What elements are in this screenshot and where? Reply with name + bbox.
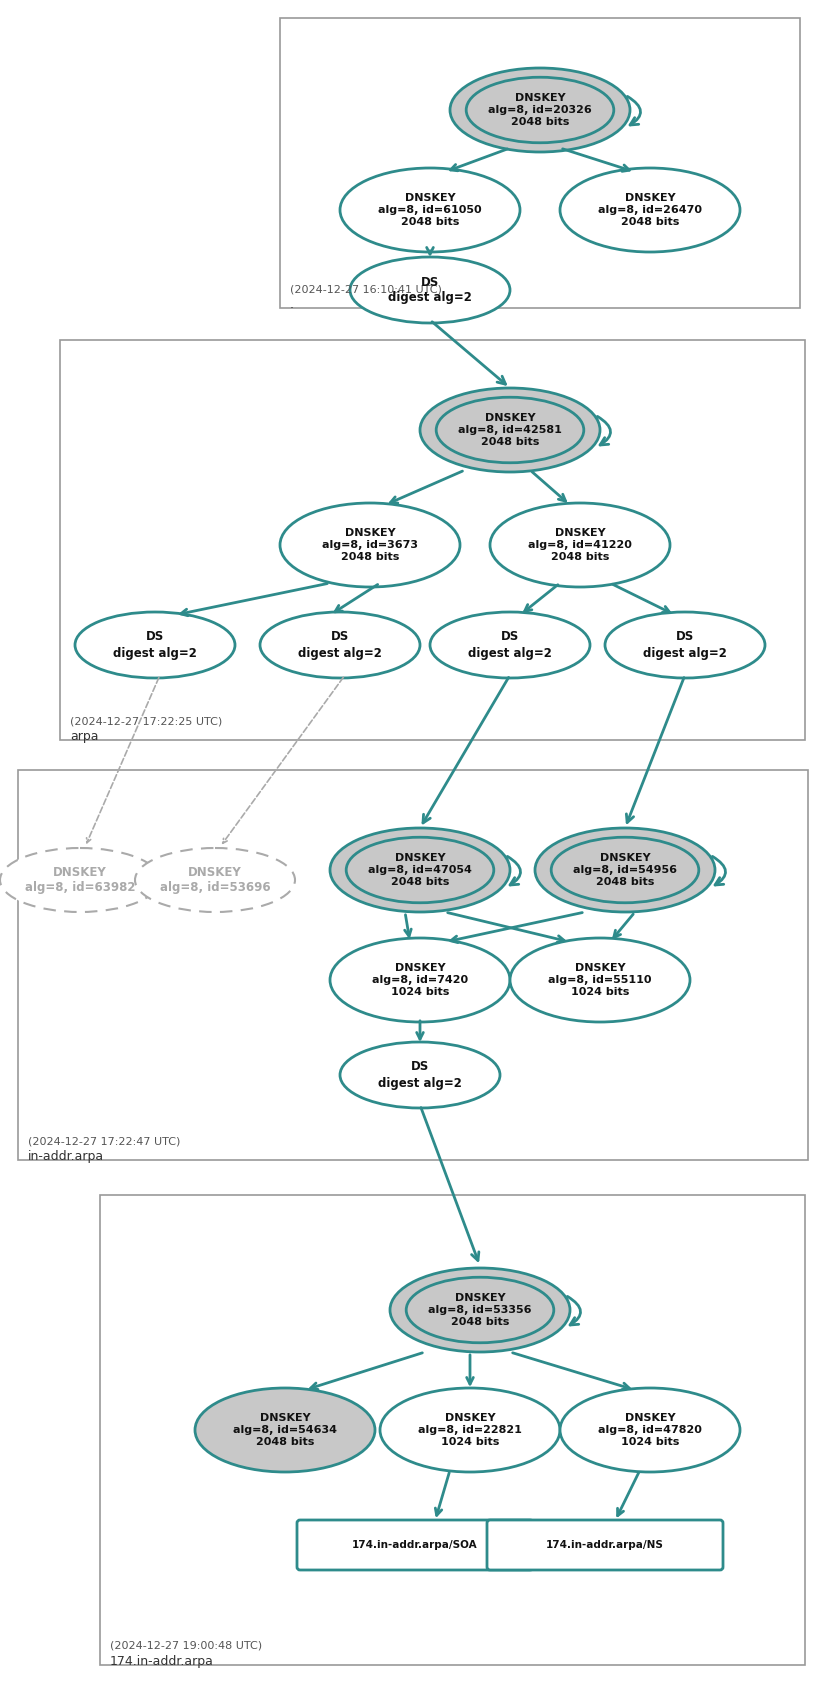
Text: DNSKEY
alg=8, id=54634
2048 bits: DNSKEY alg=8, id=54634 2048 bits — [233, 1413, 337, 1447]
Ellipse shape — [450, 68, 630, 152]
Ellipse shape — [390, 1267, 570, 1352]
Ellipse shape — [330, 827, 510, 912]
Text: DNSKEY
alg=8, id=41220
2048 bits: DNSKEY alg=8, id=41220 2048 bits — [528, 528, 632, 562]
Text: DS
digest alg=2: DS digest alg=2 — [643, 631, 727, 660]
Text: DNSKEY
alg=8, id=47820
1024 bits: DNSKEY alg=8, id=47820 1024 bits — [598, 1413, 702, 1447]
Ellipse shape — [135, 848, 295, 912]
FancyBboxPatch shape — [487, 1519, 723, 1570]
Ellipse shape — [195, 1387, 375, 1472]
Text: DS
digest alg=2: DS digest alg=2 — [113, 631, 197, 660]
Text: DNSKEY
alg=8, id=22821
1024 bits: DNSKEY alg=8, id=22821 1024 bits — [418, 1413, 522, 1447]
Text: in-addr.arpa: in-addr.arpa — [28, 1151, 104, 1162]
Text: 174.in-addr.arpa/NS: 174.in-addr.arpa/NS — [546, 1540, 664, 1550]
Ellipse shape — [490, 503, 670, 587]
Text: DS
digest alg=2: DS digest alg=2 — [468, 631, 552, 660]
Ellipse shape — [350, 257, 510, 323]
Text: 174.in-addr.arpa/SOA: 174.in-addr.arpa/SOA — [352, 1540, 478, 1550]
Text: DNSKEY
alg=8, id=20326
2048 bits: DNSKEY alg=8, id=20326 2048 bits — [488, 93, 592, 127]
Text: DS
digest alg=2: DS digest alg=2 — [378, 1061, 462, 1090]
Ellipse shape — [330, 937, 510, 1022]
Ellipse shape — [535, 827, 715, 912]
Ellipse shape — [380, 1387, 560, 1472]
Ellipse shape — [340, 1042, 500, 1108]
FancyBboxPatch shape — [297, 1519, 533, 1570]
Text: DNSKEY
alg=8, id=47054
2048 bits: DNSKEY alg=8, id=47054 2048 bits — [368, 853, 472, 887]
Text: DNSKEY
alg=8, id=42581
2048 bits: DNSKEY alg=8, id=42581 2048 bits — [458, 413, 562, 447]
Ellipse shape — [260, 613, 420, 678]
Text: DS
digest alg=2: DS digest alg=2 — [298, 631, 382, 660]
Text: (2024-12-27 17:22:47 UTC): (2024-12-27 17:22:47 UTC) — [28, 1135, 180, 1145]
Ellipse shape — [75, 613, 235, 678]
Ellipse shape — [605, 613, 765, 678]
Text: arpa: arpa — [70, 729, 99, 743]
Text: (2024-12-27 19:00:48 UTC): (2024-12-27 19:00:48 UTC) — [110, 1641, 262, 1651]
Ellipse shape — [510, 937, 690, 1022]
Ellipse shape — [560, 168, 740, 252]
Text: DS
digest alg=2: DS digest alg=2 — [388, 276, 472, 305]
Ellipse shape — [0, 848, 160, 912]
Text: 174.in-addr.arpa: 174.in-addr.arpa — [110, 1655, 214, 1668]
Ellipse shape — [420, 387, 600, 472]
Ellipse shape — [560, 1387, 740, 1472]
Text: (2024-12-27 17:22:25 UTC): (2024-12-27 17:22:25 UTC) — [70, 716, 222, 726]
Text: DNSKEY
alg=8, id=53696: DNSKEY alg=8, id=53696 — [160, 866, 270, 895]
Text: DNSKEY
alg=8, id=53356
2048 bits: DNSKEY alg=8, id=53356 2048 bits — [428, 1293, 531, 1328]
Ellipse shape — [280, 503, 460, 587]
Text: DNSKEY
alg=8, id=55110
1024 bits: DNSKEY alg=8, id=55110 1024 bits — [548, 963, 652, 997]
Text: DNSKEY
alg=8, id=26470
2048 bits: DNSKEY alg=8, id=26470 2048 bits — [598, 193, 702, 227]
Ellipse shape — [430, 613, 590, 678]
Text: DNSKEY
alg=8, id=54956
2048 bits: DNSKEY alg=8, id=54956 2048 bits — [573, 853, 677, 887]
Text: DNSKEY
alg=8, id=3673
2048 bits: DNSKEY alg=8, id=3673 2048 bits — [322, 528, 418, 562]
Text: .: . — [290, 298, 294, 311]
Text: DNSKEY
alg=8, id=7420
1024 bits: DNSKEY alg=8, id=7420 1024 bits — [372, 963, 468, 997]
Ellipse shape — [340, 168, 520, 252]
Text: DNSKEY
alg=8, id=61050
2048 bits: DNSKEY alg=8, id=61050 2048 bits — [378, 193, 482, 227]
Text: (2024-12-27 16:10:41 UTC): (2024-12-27 16:10:41 UTC) — [290, 284, 442, 294]
Text: DNSKEY
alg=8, id=63982: DNSKEY alg=8, id=63982 — [25, 866, 135, 895]
